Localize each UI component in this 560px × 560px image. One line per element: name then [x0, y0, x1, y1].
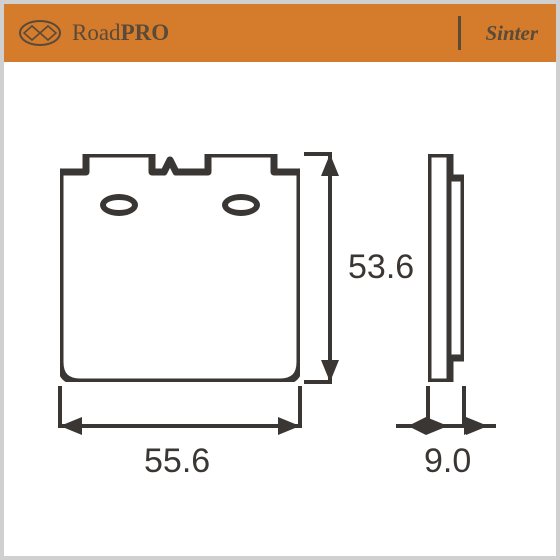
brand-name-light: Road — [72, 20, 121, 45]
pad-outline-icon — [60, 154, 300, 382]
dim-height-label: 53.6 — [348, 248, 414, 287]
header-divider — [458, 16, 461, 50]
compound-label: Sinter — [485, 21, 538, 46]
brand-block: RoadPRO — [18, 19, 169, 47]
brand-name-bold: PRO — [121, 20, 170, 45]
brake-pad-side-view — [428, 154, 464, 382]
brake-pad-front-view — [60, 154, 300, 382]
arrow-left-icon — [60, 417, 82, 435]
brand-logo-icon — [18, 19, 62, 47]
product-diagram-card: RoadPRO Sinter — [0, 0, 560, 560]
header-bar: RoadPRO Sinter — [4, 4, 556, 62]
dim-thickness-label: 9.0 — [424, 442, 471, 481]
brand-name: RoadPRO — [72, 20, 169, 46]
thickness-arrows-icon — [396, 415, 496, 437]
dim-line-height — [328, 154, 332, 382]
diagram-area: 53.6 55.6 9.0 — [4, 62, 556, 556]
pad-side-icon — [428, 154, 464, 382]
mounting-hole-right — [222, 194, 260, 216]
mounting-hole-left — [100, 194, 138, 216]
arrow-down-icon — [321, 360, 339, 382]
dim-line-width — [60, 424, 300, 428]
arrow-up-icon — [321, 154, 339, 176]
header-right: Sinter — [458, 16, 538, 50]
arrow-right-icon — [278, 417, 300, 435]
dim-width-label: 55.6 — [144, 442, 210, 481]
